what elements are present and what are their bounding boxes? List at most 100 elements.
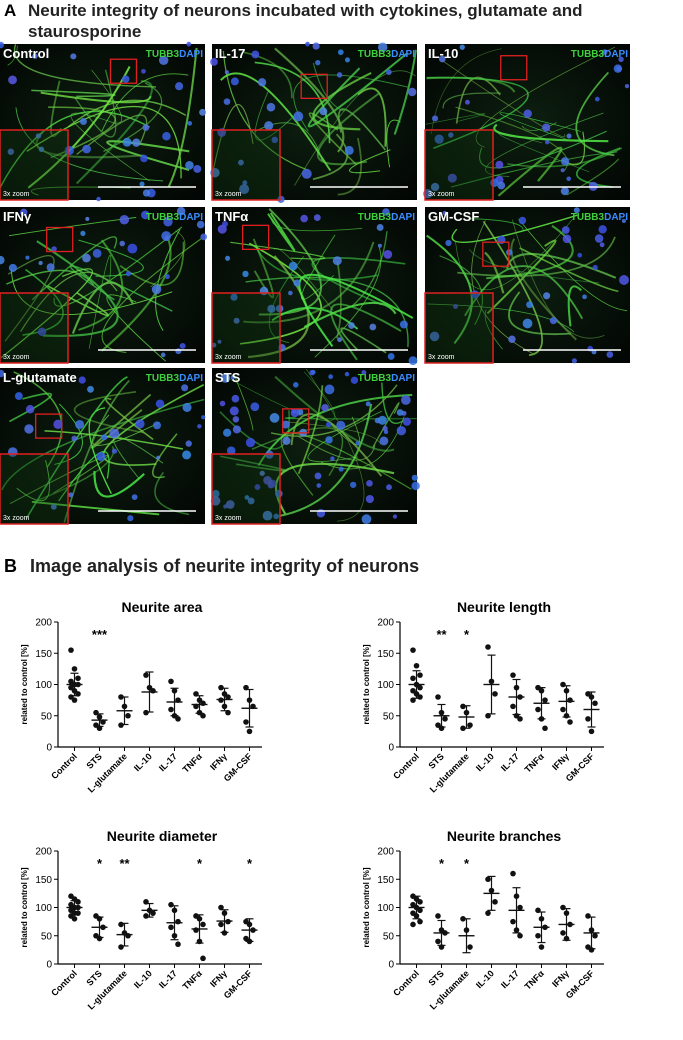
nucleus bbox=[85, 216, 90, 221]
nucleus bbox=[387, 352, 395, 360]
neurite bbox=[78, 239, 124, 331]
nucleus bbox=[132, 138, 141, 147]
neurite bbox=[521, 122, 557, 131]
neurite bbox=[75, 80, 153, 185]
nucleus bbox=[399, 320, 408, 329]
y-tick-label: 100 bbox=[377, 903, 394, 914]
panel-title-box: Neurite integrity of neurons incubated w… bbox=[28, 1, 583, 41]
data-point bbox=[535, 932, 541, 939]
zoom-inset bbox=[0, 129, 69, 201]
data-point bbox=[460, 703, 466, 710]
stain-name: TUBB3 bbox=[146, 49, 180, 60]
stain-label: TUBB3DAPI bbox=[146, 212, 203, 223]
neurite bbox=[314, 244, 382, 358]
nucleus bbox=[526, 301, 533, 309]
nucleus bbox=[601, 49, 608, 55]
nucleus bbox=[64, 145, 74, 156]
nucleus bbox=[400, 395, 411, 405]
y-tick-label: 50 bbox=[41, 931, 53, 942]
neurite bbox=[499, 112, 581, 140]
data-point bbox=[567, 719, 573, 725]
nucleus bbox=[38, 260, 43, 266]
zoom-label: 3x zoom bbox=[215, 354, 242, 361]
nucleus bbox=[518, 216, 527, 225]
nucleus bbox=[325, 422, 332, 428]
neurite bbox=[248, 255, 310, 359]
nucleus bbox=[175, 348, 182, 355]
neurite bbox=[101, 73, 189, 132]
micrograph-background bbox=[212, 207, 417, 363]
zoom-region bbox=[300, 73, 328, 99]
nucleus bbox=[179, 342, 186, 349]
nucleus bbox=[217, 339, 222, 344]
nucleus bbox=[238, 159, 244, 166]
micrograph: 3x zoom TNFα TUBB3DAPI bbox=[211, 207, 418, 366]
neurite bbox=[425, 113, 486, 125]
neurite bbox=[427, 303, 575, 333]
data-point bbox=[225, 694, 231, 700]
nucleus bbox=[96, 452, 106, 462]
nucleus bbox=[230, 293, 238, 301]
neurite bbox=[484, 309, 503, 350]
neurite bbox=[7, 45, 18, 66]
data-point bbox=[68, 647, 74, 653]
data-point bbox=[71, 916, 78, 922]
neurite bbox=[254, 91, 296, 141]
data-point bbox=[150, 687, 156, 694]
nucleus bbox=[226, 446, 236, 455]
stain-name: TUBB3 bbox=[358, 212, 392, 223]
nucleus bbox=[176, 206, 186, 216]
micrograph: 3x zoom STS TUBB3DAPI bbox=[210, 368, 420, 525]
y-tick-label: 100 bbox=[35, 903, 52, 914]
panel-title: Neurite integrity of neurons incubated w… bbox=[28, 1, 583, 41]
neurite bbox=[25, 376, 128, 520]
neurite bbox=[167, 47, 198, 188]
neurite bbox=[154, 471, 190, 516]
data-point bbox=[517, 904, 523, 911]
significance-label: * bbox=[197, 856, 203, 871]
zoom-label: 3x zoom bbox=[3, 515, 30, 522]
nucleus bbox=[197, 424, 202, 429]
nucleus bbox=[164, 274, 170, 280]
nucleus bbox=[355, 440, 360, 446]
data-point bbox=[435, 913, 441, 919]
zoom-inset bbox=[211, 129, 281, 201]
nucleus bbox=[232, 425, 241, 434]
zoom-region bbox=[482, 241, 510, 267]
nucleus bbox=[24, 424, 34, 434]
stain-label: TUBB3DAPI bbox=[358, 49, 415, 60]
x-tick-label: IL-17 bbox=[499, 968, 521, 990]
nucleus bbox=[350, 376, 359, 385]
nucleus bbox=[122, 137, 132, 147]
data-point bbox=[417, 684, 423, 691]
data-point bbox=[125, 932, 131, 939]
data-point bbox=[417, 672, 423, 678]
neurite bbox=[274, 375, 395, 452]
nucleus bbox=[315, 59, 321, 66]
panel-title: Image analysis of neurite integrity of n… bbox=[30, 556, 419, 576]
stain-name: DAPI bbox=[179, 49, 203, 60]
neurite bbox=[101, 234, 172, 352]
nucleus bbox=[162, 132, 171, 141]
data-point bbox=[517, 716, 523, 722]
nucleus bbox=[561, 226, 570, 234]
nucleus bbox=[312, 42, 320, 50]
nucleus bbox=[141, 210, 150, 220]
neurite bbox=[40, 91, 152, 104]
x-tick-label: TNFα bbox=[181, 968, 205, 992]
stain-name: TUBB3 bbox=[146, 212, 180, 223]
nucleus bbox=[139, 181, 145, 187]
nucleus bbox=[497, 181, 506, 190]
neurite bbox=[468, 218, 524, 231]
nucleus bbox=[199, 108, 207, 116]
nucleus bbox=[621, 218, 626, 224]
nucleus bbox=[566, 176, 572, 182]
nucleus bbox=[158, 55, 169, 65]
data-point bbox=[560, 904, 566, 911]
data-point bbox=[413, 662, 420, 669]
neurite bbox=[70, 112, 150, 182]
neurite bbox=[1, 398, 205, 491]
data-point bbox=[118, 722, 124, 728]
nucleus bbox=[344, 57, 350, 63]
x-tick-label: GM-CSF bbox=[564, 751, 597, 784]
